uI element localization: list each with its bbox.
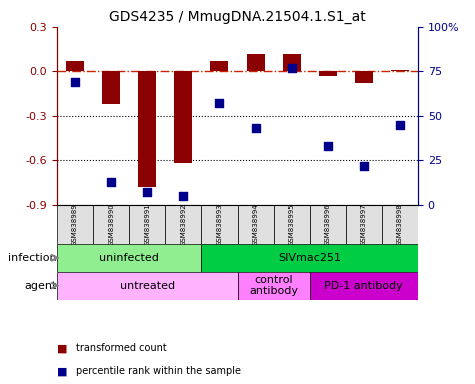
Bar bbox=[138, 71, 156, 187]
FancyBboxPatch shape bbox=[57, 272, 238, 300]
FancyBboxPatch shape bbox=[165, 205, 201, 244]
Text: GSM838997: GSM838997 bbox=[361, 203, 367, 246]
Point bbox=[360, 163, 368, 169]
Text: GSM838992: GSM838992 bbox=[180, 203, 186, 246]
Text: transformed count: transformed count bbox=[76, 343, 167, 353]
Text: untreated: untreated bbox=[120, 281, 175, 291]
Text: SIVmac251: SIVmac251 bbox=[278, 253, 341, 263]
FancyBboxPatch shape bbox=[57, 205, 93, 244]
FancyBboxPatch shape bbox=[129, 205, 165, 244]
Point bbox=[324, 143, 332, 149]
Text: agent: agent bbox=[25, 281, 57, 291]
Point bbox=[180, 193, 187, 199]
Bar bbox=[102, 71, 120, 104]
Point bbox=[143, 189, 151, 195]
Text: control
antibody: control antibody bbox=[249, 275, 298, 296]
Text: PD-1 antibody: PD-1 antibody bbox=[324, 281, 403, 291]
Bar bbox=[355, 71, 373, 83]
Text: GSM838995: GSM838995 bbox=[289, 203, 294, 246]
Text: GSM838989: GSM838989 bbox=[72, 203, 78, 246]
Point bbox=[107, 179, 115, 185]
Text: GSM838998: GSM838998 bbox=[397, 203, 403, 246]
FancyBboxPatch shape bbox=[310, 205, 346, 244]
Text: ■: ■ bbox=[57, 366, 67, 376]
FancyBboxPatch shape bbox=[201, 244, 418, 272]
Bar bbox=[210, 61, 228, 71]
Text: percentile rank within the sample: percentile rank within the sample bbox=[76, 366, 241, 376]
Point bbox=[288, 65, 295, 71]
Bar bbox=[283, 54, 301, 71]
FancyBboxPatch shape bbox=[382, 205, 418, 244]
Text: ■: ■ bbox=[57, 343, 67, 353]
Text: GSM838990: GSM838990 bbox=[108, 203, 114, 246]
Point bbox=[396, 122, 404, 128]
FancyBboxPatch shape bbox=[93, 205, 129, 244]
Point bbox=[71, 79, 79, 85]
Text: GSM838991: GSM838991 bbox=[144, 203, 150, 246]
Bar bbox=[319, 71, 337, 76]
Title: GDS4235 / MmugDNA.21504.1.S1_at: GDS4235 / MmugDNA.21504.1.S1_at bbox=[109, 10, 366, 25]
Bar bbox=[174, 71, 192, 163]
FancyBboxPatch shape bbox=[310, 272, 418, 300]
Text: GSM838996: GSM838996 bbox=[325, 203, 331, 246]
Text: GSM838993: GSM838993 bbox=[217, 203, 222, 246]
FancyBboxPatch shape bbox=[274, 205, 310, 244]
Text: GSM838994: GSM838994 bbox=[253, 203, 258, 246]
Bar bbox=[247, 54, 265, 71]
FancyBboxPatch shape bbox=[238, 272, 310, 300]
Point bbox=[216, 100, 223, 106]
Bar bbox=[66, 61, 84, 71]
Bar bbox=[391, 70, 409, 71]
FancyBboxPatch shape bbox=[201, 205, 238, 244]
FancyBboxPatch shape bbox=[346, 205, 382, 244]
FancyBboxPatch shape bbox=[57, 244, 201, 272]
Text: uninfected: uninfected bbox=[99, 253, 159, 263]
Point bbox=[252, 125, 259, 131]
Text: infection: infection bbox=[9, 253, 57, 263]
FancyBboxPatch shape bbox=[238, 205, 274, 244]
